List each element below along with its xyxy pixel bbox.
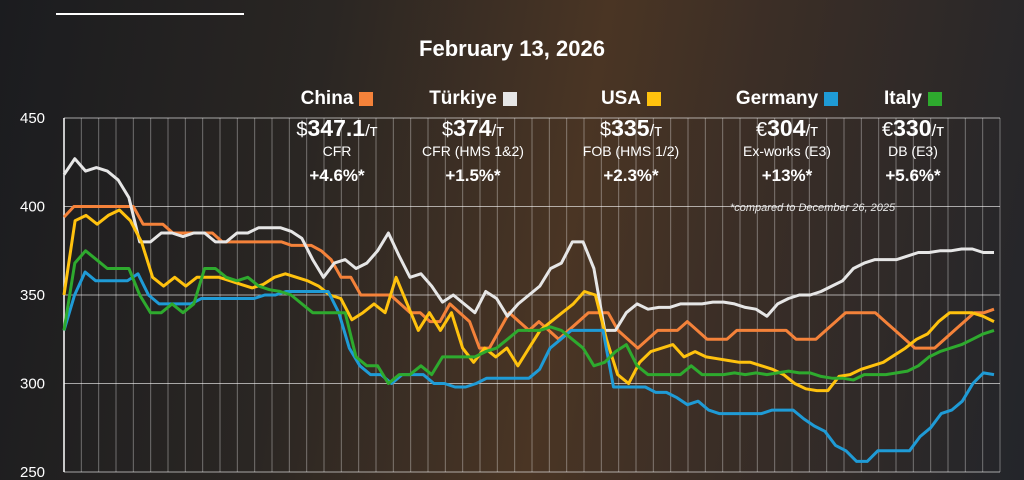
legend-item-china: China $347.1/т CFR +4.6%* — [262, 88, 412, 186]
legend-item-germany: Germany €304/т Ex-works (E3) +13%* — [712, 88, 862, 186]
legend-swatch — [824, 92, 839, 106]
legend-change: +5.6%* — [885, 166, 941, 185]
legend-change: +2.3%* — [603, 166, 659, 185]
legend-swatch — [928, 92, 943, 106]
legend-name: USA — [556, 88, 706, 110]
legend-item-usa: USA $335/т FOB (HMS 1/2) +2.3%* — [556, 88, 706, 186]
y-tick-label: 350 — [20, 287, 45, 304]
legend-change: +13%* — [761, 166, 813, 185]
header-rule — [56, 13, 244, 15]
legend-name: Italy — [838, 88, 988, 110]
y-tick-label: 250 — [20, 464, 45, 480]
legend-price: $374/т — [441, 115, 504, 141]
legend-change: +1.5%* — [445, 166, 501, 185]
series-line-usa — [62, 208, 995, 393]
legend-name: China — [262, 88, 412, 110]
legend-name: Germany — [712, 88, 862, 110]
series-line-germany — [62, 270, 995, 463]
legend-swatch — [502, 92, 517, 106]
legend-basis: CFR (HMS 1&2) — [422, 143, 524, 159]
legend-name: Türkiye — [398, 88, 548, 110]
legend-price: €304/т — [755, 115, 818, 141]
legend-price: $335/т — [599, 115, 662, 141]
legend-basis: CFR — [322, 143, 352, 159]
legend-swatch — [359, 92, 374, 106]
series-line-türkiye — [62, 157, 994, 332]
legend-basis: DB (E3) — [888, 143, 938, 159]
legend-price: $347.1/т — [296, 115, 378, 141]
y-tick-label: 400 — [20, 199, 45, 216]
chart-title: February 13, 2026 — [419, 36, 605, 61]
legend-item-türkiye: Türkiye $374/т CFR (HMS 1&2) +1.5%* — [398, 88, 548, 186]
legend-item-italy: Italy €330/т DB (E3) +5.6%* — [838, 88, 988, 186]
legend-price: €330/т — [881, 115, 944, 141]
series-line-italy — [62, 249, 995, 385]
footnote: *compared to December 26, 2025 — [730, 202, 896, 214]
y-tick-label: 450 — [20, 110, 45, 127]
legend-basis: Ex-works (E3) — [743, 143, 831, 159]
legend-swatch — [647, 92, 662, 106]
legend-basis: FOB (HMS 1/2) — [582, 143, 680, 159]
legend-change: +4.6%* — [309, 166, 365, 185]
y-tick-label: 300 — [20, 376, 45, 393]
